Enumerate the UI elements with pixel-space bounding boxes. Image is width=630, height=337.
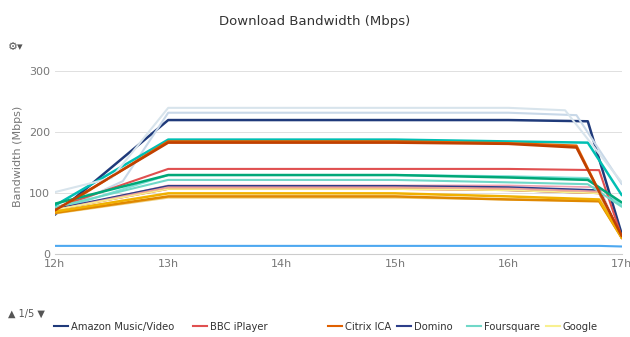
Text: Download Bandwidth (Mbps): Download Bandwidth (Mbps) — [219, 15, 411, 28]
Legend: Amazon Music/Video, AppFilterMiss, Apple, Apple Push Notification, BBC iPlayer, : Amazon Music/Video, AppFilterMiss, Apple… — [54, 322, 630, 337]
Y-axis label: Bandwidth (Mbps): Bandwidth (Mbps) — [13, 106, 23, 207]
Text: ▲ 1/5 ▼: ▲ 1/5 ▼ — [8, 308, 45, 318]
Text: ⚙▾: ⚙▾ — [8, 42, 23, 52]
